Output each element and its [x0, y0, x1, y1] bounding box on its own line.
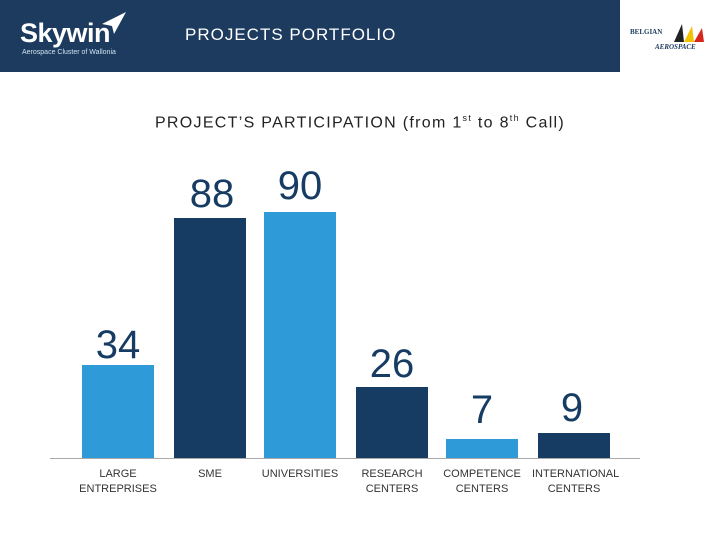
bar — [446, 438, 518, 458]
title-part: st — [462, 113, 473, 123]
value-label: 26 — [369, 342, 415, 386]
x-tick-label: SME — [198, 468, 222, 480]
bar — [264, 212, 336, 458]
chart-title: PROJECT’S PARTICIPATION (from 1st to 8th… — [0, 113, 720, 132]
partner-name: BELGIAN — [630, 28, 663, 36]
value-label: 34 — [95, 323, 141, 367]
partner-icon — [674, 24, 704, 42]
x-tick-label: COMPETENCE CENTERS — [443, 468, 521, 495]
value-label: 88 — [189, 172, 235, 216]
heading: PROJECTS PORTFOLIO — [185, 25, 397, 44]
bar — [356, 387, 428, 458]
title-part: Call) — [519, 114, 566, 132]
logo: Skywin — [20, 18, 111, 48]
title-part: PROJECT’S PARTICIPATION (from 1 — [154, 114, 463, 132]
value-label: 90 — [277, 164, 323, 208]
value-label: 7 — [470, 388, 494, 432]
x-tick-label: LARGE ENTREPRISES — [79, 468, 157, 495]
header-bar — [0, 0, 620, 72]
title-part: to 8 — [472, 114, 510, 132]
value-label: 9 — [560, 386, 584, 430]
bar — [174, 217, 246, 458]
x-tick-label: RESEARCH CENTERS — [361, 468, 423, 495]
logo-icon — [102, 12, 126, 34]
partner-name: AEROSPACE — [655, 43, 696, 51]
title-part: th — [509, 113, 520, 123]
baseline — [50, 458, 640, 459]
logo-tagline: Aerospace Cluster of Wallonia — [22, 49, 116, 56]
bar — [82, 365, 154, 458]
bar — [538, 433, 610, 458]
x-tick-label: INTERNATIONAL CENTERS — [532, 468, 620, 495]
x-tick-label: UNIVERSITIES — [261, 468, 339, 480]
